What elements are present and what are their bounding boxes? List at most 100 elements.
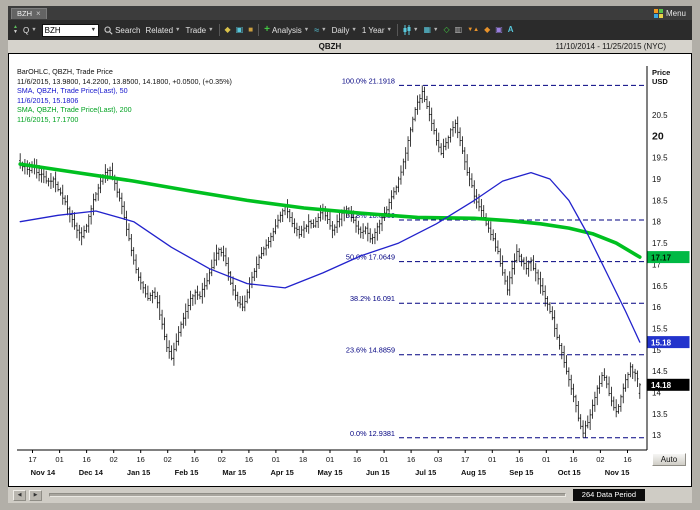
menu-grid-icon — [653, 8, 663, 18]
updown-arrows-icon[interactable]: ▲ ▼ — [13, 24, 18, 35]
day-tick-label: 02 — [218, 455, 226, 464]
price-tick-label: 13 — [652, 431, 661, 440]
quote-grid-icon[interactable]: ▣ — [235, 25, 244, 34]
tab-close-icon[interactable]: × — [36, 8, 41, 18]
scrollbar-track[interactable] — [49, 493, 566, 497]
price-badge-label: 15.18 — [651, 338, 672, 347]
search-button[interactable]: Search — [104, 26, 140, 35]
trade-dropdown[interactable]: Trade ▼ — [185, 26, 213, 35]
chevron-down-icon: ▼ — [31, 27, 37, 33]
layers-icon[interactable]: ▥ — [454, 25, 463, 34]
chart-header: QBZH 11/10/2014 - 11/25/2015 (NYC) — [8, 40, 692, 53]
price-tick-label: 14 — [652, 389, 661, 398]
axis-title-price: Price — [652, 68, 670, 77]
price-tick-label: 18 — [652, 218, 661, 227]
price-tick-label: 17 — [652, 260, 661, 269]
trade-label: Trade — [185, 25, 207, 35]
day-tick-label: 16 — [515, 455, 523, 464]
auto-scale-button[interactable]: Auto — [652, 453, 686, 466]
tab-label: BZH — [17, 8, 32, 18]
quote-dropdown[interactable]: Q ▼ — [23, 26, 37, 35]
day-tick-label: 16 — [569, 455, 577, 464]
price-tick-label: 20 — [652, 130, 664, 142]
legend-sma50-value: 11/6/2015, 15.1806 — [17, 95, 79, 105]
day-tick-label: 16 — [623, 455, 631, 464]
related-dropdown[interactable]: Related ▼ — [145, 26, 180, 35]
search-label: Search — [115, 25, 141, 35]
day-tick-label: 01 — [488, 455, 496, 464]
day-tick-label: 16 — [245, 455, 253, 464]
sma200-line — [18, 162, 642, 259]
day-tick-label: 16 — [137, 455, 145, 464]
legend-sma50-series: SMA, QBZH, Trade Price(Last), 50 — [17, 86, 128, 96]
data-period-badge: 264 Data Period — [572, 489, 645, 501]
instrument-title: QBZH — [318, 42, 342, 51]
month-label: Nov 14 — [31, 468, 56, 477]
chevron-down-icon: ▼ — [351, 27, 357, 33]
month-label: Sep 15 — [509, 468, 533, 477]
scroll-left-button[interactable]: ◀ — [13, 489, 26, 501]
legend-ohlc-series: BarOHLC, QBZH, Trade Price — [17, 67, 113, 76]
toolbar-separator — [258, 24, 260, 36]
fib-label: 23.6% 14.8859 — [346, 346, 395, 355]
interval-dropdown[interactable]: Daily ▼ — [332, 26, 357, 35]
day-tick-label: 01 — [55, 455, 63, 464]
search-icon — [104, 25, 113, 35]
legend-sma200-value: 11/6/2015, 17.1700 — [17, 114, 79, 124]
chevron-down-icon: ▼ — [321, 27, 327, 33]
price-badge-label: 14.18 — [651, 381, 672, 390]
price-tick-label: 16.5 — [652, 282, 668, 291]
analysis-dropdown[interactable]: + Analysis ▼ — [264, 25, 309, 35]
price-tick-label: 15.5 — [652, 324, 668, 333]
day-tick-label: 18 — [299, 455, 307, 464]
chevron-down-icon: ▼ — [208, 27, 214, 33]
fib-label: 0.0% 12.9381 — [350, 429, 395, 438]
day-tick-label: 16 — [82, 455, 90, 464]
day-tick-label: 01 — [326, 455, 334, 464]
symbol-input-wrap: ▼ — [41, 23, 100, 37]
price-tick-label: 14.5 — [652, 367, 668, 376]
symbol-input[interactable] — [42, 24, 89, 36]
alert-icon[interactable]: ◆ — [224, 25, 231, 34]
menu-button[interactable]: Menu — [653, 8, 689, 18]
legend-sma200-series: SMA, QBZH, Trade Price(Last), 200 — [17, 105, 132, 115]
price-tick-label: 16 — [652, 303, 661, 312]
axis-title-usd: USD — [652, 77, 668, 86]
scroll-right-button[interactable]: ▶ — [29, 489, 42, 501]
month-label: Oct 15 — [558, 468, 581, 477]
day-tick-label: 16 — [407, 455, 415, 464]
session-icon[interactable]: ◆ — [484, 25, 491, 34]
quote-label: Q — [22, 25, 30, 35]
month-label: Dec 14 — [79, 468, 104, 477]
price-tick-label: 18.5 — [652, 196, 668, 205]
chart-type-dropdown[interactable]: ▼ — [403, 25, 418, 35]
date-range-label: 11/10/2014 - 11/25/2015 (NYC) — [555, 42, 666, 51]
day-tick-label: 17 — [28, 455, 36, 464]
annotation-text-icon[interactable]: A — [507, 25, 514, 34]
day-tick-label: 01 — [542, 455, 550, 464]
related-label: Related — [145, 25, 174, 35]
chevron-down-icon: ▼ — [386, 27, 392, 33]
toolbar-separator — [397, 24, 398, 36]
grid-icon: ▦ — [423, 25, 432, 34]
compare-icon[interactable]: ◇ — [443, 25, 450, 34]
main-toolbar: ▲▼ Q▼ ▼ Search Related▼ Trade▼ ◆ ▣ ■ — [8, 20, 692, 40]
legend-ohlc-values: 11/6/2015, 13.9800, 14.2200, 13.8500, 14… — [17, 76, 232, 86]
pointer-tool-icon[interactable]: ▣ — [495, 25, 503, 34]
folder-icon[interactable]: ■ — [248, 25, 254, 34]
range-dropdown[interactable]: 1 Year ▼ — [362, 26, 392, 35]
wave-dropdown[interactable]: ≈ ▼ — [314, 25, 327, 35]
sort-arrows-icon[interactable]: ▼▲ — [467, 27, 480, 33]
fib-label: 38.2% 16.091 — [350, 294, 395, 303]
tab-bzh[interactable]: BZH × — [11, 7, 47, 19]
day-tick-label: 17 — [461, 455, 469, 464]
price-badge — [647, 378, 690, 391]
price-tick-label: 20.5 — [652, 111, 668, 120]
month-label: Jan 15 — [127, 468, 150, 477]
analysis-plus-icon: + — [264, 24, 270, 35]
grid-layout-dropdown[interactable]: ▦ ▼ — [423, 26, 438, 34]
fib-label: 50.0% 17.0649 — [346, 253, 395, 262]
menu-label: Menu — [665, 8, 686, 18]
month-label: Aug 15 — [461, 468, 486, 477]
symbol-dropdown-icon[interactable]: ▼ — [90, 27, 97, 33]
